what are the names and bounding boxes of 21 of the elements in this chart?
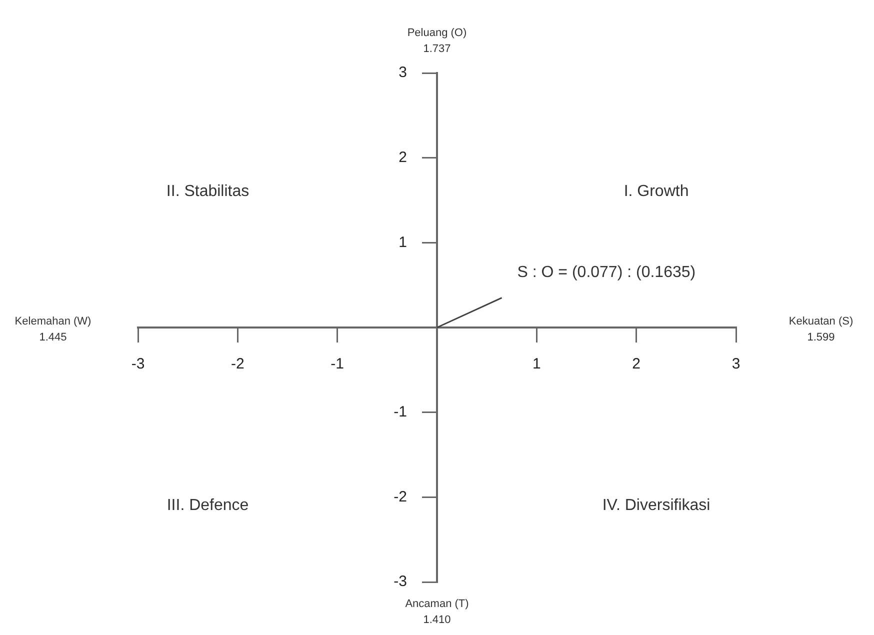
y-tick-label: -1	[394, 403, 437, 420]
annotation: S : O = (0.077) : (0.1635)	[517, 264, 696, 281]
y-tick-label: 1	[398, 234, 437, 251]
annotation: IV. Diversifikasi	[602, 497, 710, 514]
text: Ancaman (T) 1.410	[405, 598, 469, 626]
text: Peluang (O) 1.737	[407, 27, 467, 56]
x-tick-label: 2	[632, 356, 641, 373]
x-tick-label: -1	[330, 356, 344, 373]
x-tick-label: 1	[532, 356, 541, 373]
y-tick-label: -3	[394, 573, 437, 590]
annotation: I. Growth	[624, 183, 689, 200]
x-tick-label: -3	[131, 356, 145, 373]
annotation: II. Stabilitas	[166, 183, 250, 200]
y-tick-label: 2	[398, 148, 437, 166]
y-tick-label: 3	[398, 64, 437, 82]
x-tick-label: 3	[732, 356, 740, 373]
text: Kekuatan (S) 1.599	[788, 316, 854, 344]
x-tick-label: -2	[230, 356, 244, 373]
text: Kelemahan (W) 1.445	[14, 316, 92, 344]
annotation: III. Defence	[166, 497, 249, 514]
y-tick-label: -2	[394, 488, 437, 506]
